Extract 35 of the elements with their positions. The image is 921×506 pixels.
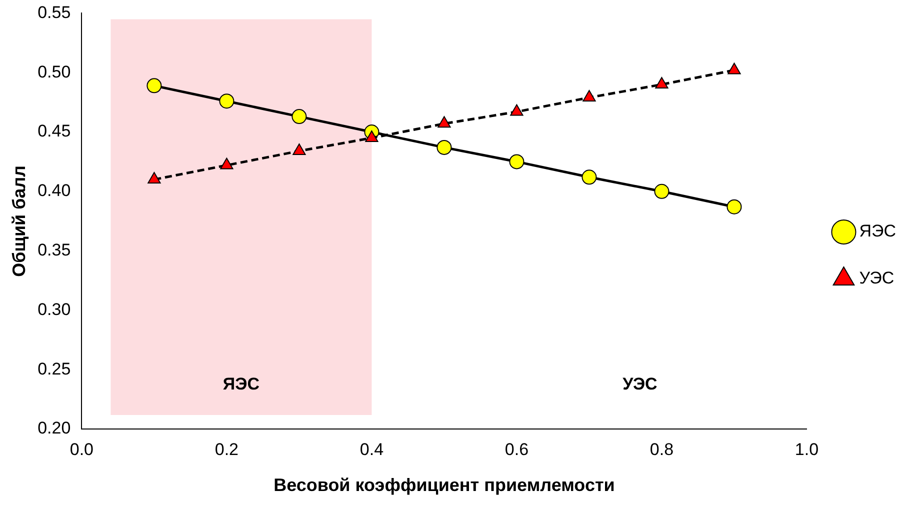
y-tick-label: 0.55 bbox=[38, 2, 71, 22]
point bbox=[582, 170, 597, 185]
y-tick-label: 0.20 bbox=[38, 418, 71, 438]
point bbox=[655, 76, 668, 88]
y-tick-label: 0.45 bbox=[38, 122, 71, 141]
point bbox=[728, 62, 741, 74]
annotation: УЭС bbox=[622, 374, 658, 394]
point bbox=[509, 154, 524, 170]
y-tick-label: 0.50 bbox=[38, 62, 71, 82]
x-tick-label: 0.8 bbox=[650, 440, 674, 459]
point bbox=[582, 90, 596, 102]
x-tick-label: 1.0 bbox=[794, 440, 819, 459]
legend-label: УЭС bbox=[859, 268, 894, 288]
y-tick-label: 0.25 bbox=[38, 359, 71, 378]
point bbox=[292, 144, 306, 156]
point bbox=[436, 140, 452, 155]
x-tick-label: 0.6 bbox=[504, 440, 529, 459]
point bbox=[292, 109, 307, 124]
point bbox=[438, 116, 451, 128]
point bbox=[365, 130, 378, 142]
y-tick-label: 0.35 bbox=[38, 240, 71, 260]
y-axis-title: Общий балл bbox=[8, 165, 29, 277]
x-tick-label: 0.0 bbox=[70, 440, 94, 459]
x-tick-label: 0.2 bbox=[214, 440, 239, 459]
point bbox=[654, 184, 670, 199]
y-tick-label: 0.40 bbox=[38, 181, 71, 200]
point bbox=[148, 172, 161, 184]
point bbox=[510, 104, 524, 116]
x-axis-title: Весовой коэффициент приемлемости bbox=[274, 475, 615, 496]
point bbox=[726, 199, 742, 214]
y-tick-label: 0.30 bbox=[38, 300, 71, 319]
x-tick-label: 0.4 bbox=[360, 440, 384, 459]
point bbox=[220, 158, 234, 170]
legend-label: ЯЭС bbox=[859, 222, 896, 241]
band-label: ЯЭС bbox=[222, 374, 260, 394]
